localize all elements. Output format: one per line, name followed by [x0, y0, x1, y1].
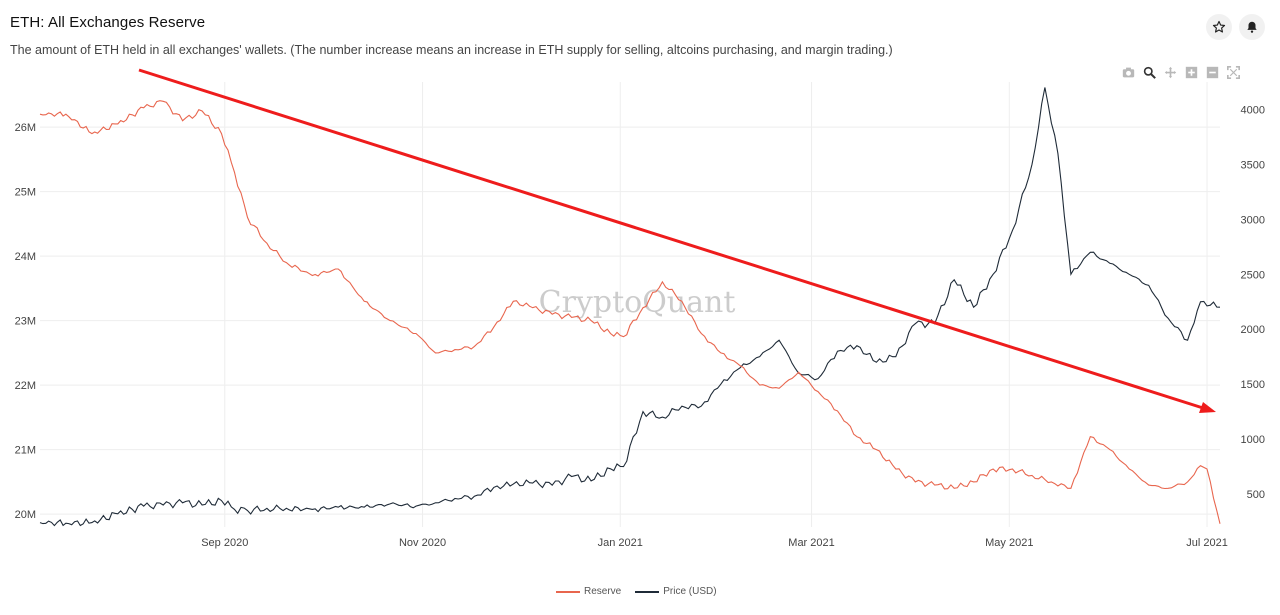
x-tick-label: May 2021 — [985, 537, 1033, 549]
y-right-tick-label: 4000 — [1241, 104, 1265, 116]
chart-grid — [40, 82, 1220, 527]
star-icon — [1212, 20, 1226, 33]
y-left-tick-label: 26M — [15, 122, 36, 134]
x-tick-label: Sep 2020 — [201, 537, 248, 549]
trend-arrow — [138, 68, 1216, 413]
favorite-button[interactable] — [1206, 14, 1232, 40]
y-right-tick-label: 2500 — [1241, 269, 1265, 281]
price-series-line — [39, 87, 1221, 527]
y-left-tick-label: 20M — [15, 509, 36, 521]
y-right-tick-label: 1500 — [1241, 379, 1265, 391]
zoom-out-icon[interactable] — [1204, 64, 1221, 80]
bell-icon — [1247, 21, 1257, 33]
legend-label-reserve: Reserve — [584, 586, 622, 597]
y-left-tick-label: 22M — [15, 380, 36, 392]
chart-ticks: Sep 2020 Nov 2020 Jan 2021 Mar 2021 May 2021… — [15, 104, 1265, 549]
zoom-in-icon[interactable] — [1183, 64, 1200, 80]
x-tick-label: Jan 2021 — [598, 537, 643, 549]
reserve-swatch — [556, 590, 580, 593]
y-right-tick-label: 1000 — [1241, 434, 1265, 446]
legend-label-price: Price (USD) — [663, 586, 717, 597]
x-tick-label: Jul 2021 — [1186, 537, 1228, 549]
chart-modebar — [1120, 64, 1242, 80]
zoom-icon[interactable] — [1141, 64, 1158, 80]
notification-button[interactable] — [1239, 14, 1265, 40]
y-left-tick-label: 24M — [15, 251, 36, 263]
y-right-tick-label: 500 — [1247, 489, 1265, 501]
camera-icon[interactable] — [1120, 64, 1137, 80]
page-title: ETH: All Exchanges Reserve — [10, 14, 206, 31]
reserve-series-line — [39, 100, 1221, 524]
autoscale-icon[interactable] — [1225, 64, 1242, 80]
legend-item-reserve[interactable]: Reserve — [556, 586, 621, 597]
watermark-text: CryptoQuant — [539, 285, 736, 320]
legend-item-price[interactable]: Price (USD) — [635, 586, 717, 597]
y-left-tick-label: 25M — [15, 187, 36, 199]
x-tick-label: Nov 2020 — [399, 537, 446, 549]
y-right-tick-label: 3500 — [1241, 159, 1265, 171]
y-right-tick-label: 3000 — [1241, 214, 1265, 226]
y-left-tick-label: 21M — [15, 445, 36, 457]
x-tick-label: Mar 2021 — [788, 537, 834, 549]
page-subtitle: The amount of ETH held in all exchanges'… — [10, 43, 893, 57]
y-left-tick-label: 23M — [15, 316, 36, 328]
y-right-tick-label: 2000 — [1241, 324, 1265, 336]
chart-legend: Reserve Price (USD) — [556, 586, 717, 597]
price-swatch — [635, 590, 660, 593]
pan-icon[interactable] — [1162, 64, 1179, 80]
